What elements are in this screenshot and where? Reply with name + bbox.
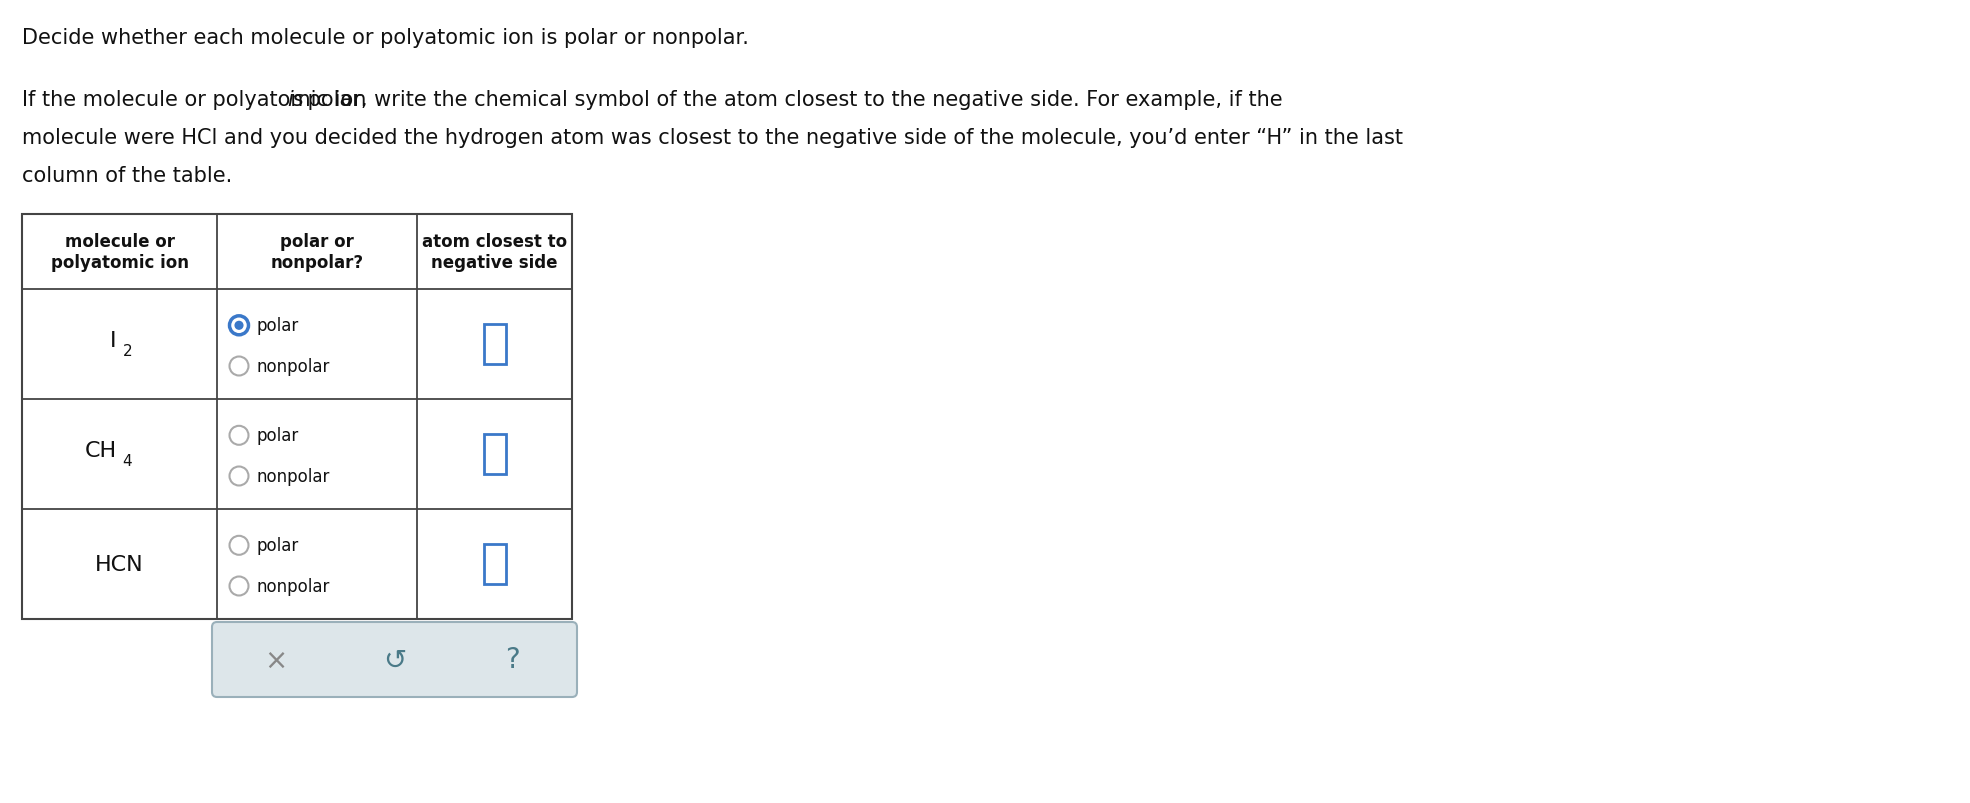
- Bar: [483, 434, 506, 475]
- Bar: [483, 324, 506, 365]
- Text: polar: polar: [256, 317, 299, 335]
- Text: atom closest to
negative side: atom closest to negative side: [422, 233, 567, 271]
- Text: polar: polar: [256, 426, 299, 445]
- Text: 2: 2: [122, 344, 132, 359]
- Text: nonpolar: nonpolar: [256, 467, 329, 485]
- Text: If the molecule or polyatomic ion: If the molecule or polyatomic ion: [22, 90, 372, 110]
- Text: molecule or
polyatomic ion: molecule or polyatomic ion: [51, 233, 189, 271]
- Bar: [483, 544, 506, 585]
- Circle shape: [229, 357, 248, 376]
- Text: column of the table.: column of the table.: [22, 165, 232, 185]
- Text: CH: CH: [85, 441, 116, 460]
- Circle shape: [234, 321, 244, 331]
- Text: nonpolar: nonpolar: [256, 577, 329, 595]
- Circle shape: [229, 577, 248, 596]
- Text: polar: polar: [256, 536, 299, 555]
- Circle shape: [229, 316, 248, 336]
- Text: molecule were HCl and you decided the hydrogen atom was closest to the negative : molecule were HCl and you decided the hy…: [22, 128, 1403, 148]
- Bar: [22, 214, 571, 619]
- Text: is: is: [288, 90, 303, 110]
- Text: 4: 4: [122, 454, 132, 469]
- Text: nonpolar: nonpolar: [256, 357, 329, 376]
- Text: polar, write the chemical symbol of the atom closest to the negative side. For e: polar, write the chemical symbol of the …: [301, 90, 1282, 110]
- Circle shape: [229, 536, 248, 555]
- Text: polar or
nonpolar?: polar or nonpolar?: [270, 233, 364, 271]
- Text: ?: ?: [506, 646, 520, 674]
- Text: I: I: [110, 331, 116, 351]
- Circle shape: [229, 467, 248, 486]
- Circle shape: [229, 426, 248, 445]
- Text: ×: ×: [264, 646, 288, 674]
- Text: Decide whether each molecule or polyatomic ion is polar or nonpolar.: Decide whether each molecule or polyatom…: [22, 28, 749, 48]
- Text: HCN: HCN: [95, 554, 144, 574]
- FancyBboxPatch shape: [213, 622, 577, 697]
- Text: ↺: ↺: [382, 646, 406, 674]
